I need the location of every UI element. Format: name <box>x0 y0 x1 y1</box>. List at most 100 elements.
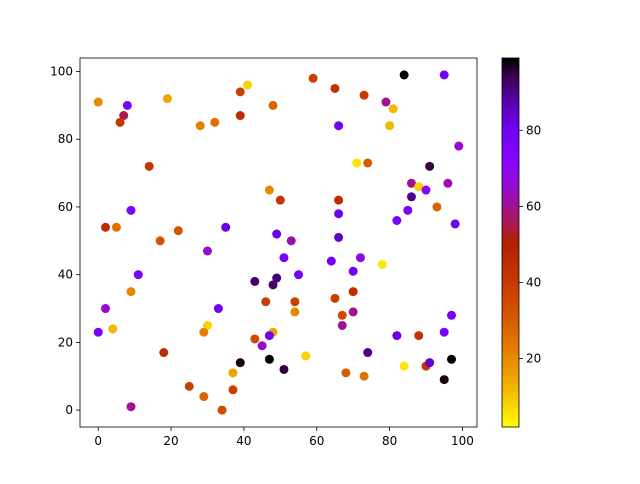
x-tick-label: 20 <box>163 434 178 448</box>
colorbar-tick-label: 20 <box>526 352 541 366</box>
scatter-point <box>199 392 209 402</box>
scatter-point <box>235 358 245 368</box>
scatter-point <box>122 100 132 110</box>
scatter-point <box>286 236 296 246</box>
scatter-point <box>264 331 274 341</box>
scatter-point <box>93 327 103 337</box>
x-tick-label: 60 <box>309 434 324 448</box>
scatter-point <box>348 287 358 297</box>
scatter-point <box>377 260 387 270</box>
scatter-point <box>363 158 373 168</box>
scatter-point <box>406 192 416 202</box>
scatter-point <box>159 348 169 358</box>
scatter-point <box>133 270 143 280</box>
colorbar-axis: 20 40 60 80 <box>519 123 541 366</box>
y-axis: 0 20 40 60 80 100 <box>50 65 80 417</box>
scatter-point <box>93 97 103 107</box>
scatter-point <box>268 100 278 110</box>
scatter-point <box>326 256 336 266</box>
scatter-point <box>392 215 402 225</box>
scatter-point <box>443 178 453 188</box>
scatter-point <box>275 195 285 205</box>
scatter-point <box>450 219 460 229</box>
scatter-point <box>399 361 409 371</box>
scatter-point <box>330 83 340 93</box>
scatter-point <box>217 405 227 415</box>
scatter-point <box>250 334 260 344</box>
scatter-point <box>447 310 457 320</box>
scatter-point <box>425 161 435 171</box>
scatter-point <box>447 354 457 364</box>
scatter-point <box>162 94 172 104</box>
scatter-point <box>421 185 431 195</box>
scatter-point <box>403 205 413 215</box>
scatter-point <box>173 226 183 236</box>
scatter-point <box>100 304 110 314</box>
scatter-point <box>414 331 424 341</box>
scatter-point <box>334 209 344 219</box>
scatter-point <box>425 358 435 368</box>
y-tick-label: 100 <box>50 65 73 79</box>
x-tick-label: 40 <box>236 434 251 448</box>
scatter-point <box>268 280 278 290</box>
x-axis: 0 20 40 60 80 100 <box>94 427 474 448</box>
scatter-point <box>257 341 267 351</box>
scatter-point <box>202 246 212 256</box>
scatter-point <box>184 381 194 391</box>
scatter-point <box>235 111 245 121</box>
scatter-point <box>228 368 238 378</box>
scatter-point <box>290 297 300 307</box>
scatter-point <box>199 327 209 337</box>
scatter-point <box>126 287 136 297</box>
scatter-point <box>334 195 344 205</box>
scatter-point <box>355 253 365 263</box>
y-tick-label: 0 <box>65 403 73 417</box>
y-tick-label: 20 <box>58 335 73 349</box>
y-tick-label: 40 <box>58 268 73 282</box>
scatter-point <box>155 236 165 246</box>
scatter-point <box>202 320 212 330</box>
scatter-point <box>348 266 358 276</box>
scatter-point <box>439 70 449 80</box>
scatter-point <box>301 351 311 361</box>
scatter-point <box>454 141 464 151</box>
scatter-point <box>392 331 402 341</box>
scatter-point <box>363 348 373 358</box>
scatter-point <box>115 117 125 127</box>
scatter-point <box>385 121 395 131</box>
x-tick-label: 80 <box>382 434 397 448</box>
scatter-point <box>399 70 409 80</box>
scatter-point <box>228 385 238 395</box>
scatter-point <box>337 320 347 330</box>
y-tick-label: 60 <box>58 200 73 214</box>
axes-frame <box>79 57 478 428</box>
scatter-point <box>414 182 424 192</box>
scatter-point <box>406 178 416 188</box>
scatter-point <box>334 121 344 131</box>
scatter-point <box>261 297 271 307</box>
scatter-point <box>119 111 129 121</box>
colorbar-tick-label: 80 <box>526 123 541 137</box>
scatter-point <box>432 202 442 212</box>
scatter-point <box>381 97 391 107</box>
scatter-point <box>330 293 340 303</box>
scatter-point <box>108 324 118 334</box>
scatter-point <box>272 229 282 239</box>
scatter-point <box>264 354 274 364</box>
scatter-point <box>359 371 369 381</box>
scatter-point <box>308 73 318 83</box>
scatter-point <box>250 276 260 286</box>
y-tick-label: 80 <box>58 132 73 146</box>
x-tick-label: 0 <box>94 434 102 448</box>
colorbar <box>501 57 520 428</box>
scatter-point <box>290 307 300 317</box>
scatter-point <box>100 222 110 232</box>
scatter-point <box>144 161 154 171</box>
scatter-point <box>195 121 205 131</box>
scatter-point <box>279 253 289 263</box>
scatter-point <box>337 310 347 320</box>
scatter-point <box>210 117 220 127</box>
colorbar-tick-label: 40 <box>526 275 541 289</box>
scatter-point <box>126 205 136 215</box>
